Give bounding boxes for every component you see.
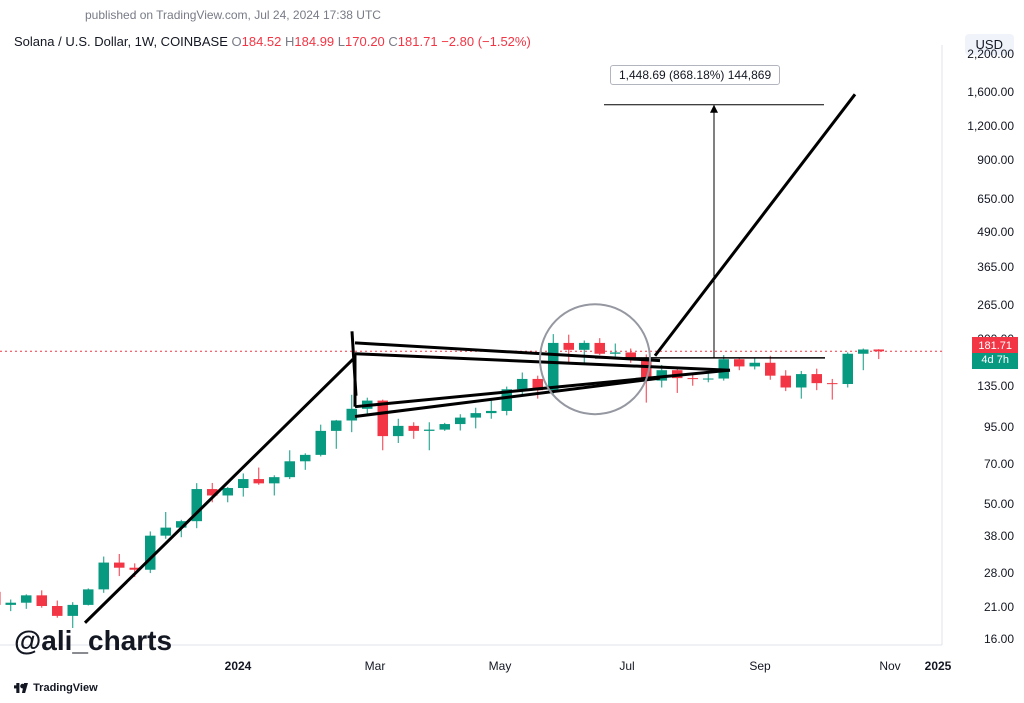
tradingview-icon: [14, 683, 28, 694]
x-tick-label: Mar: [355, 659, 395, 673]
y-tick-label: 1,200.00: [967, 119, 1014, 133]
price-badge-price: 181.71: [978, 339, 1012, 353]
brand-text: TradingView: [33, 682, 98, 694]
y-tick-label: 265.00: [977, 298, 1014, 312]
x-tick-label: Sep: [740, 659, 780, 673]
y-tick-label: 900.00: [977, 153, 1014, 167]
y-tick-label: 70.00: [984, 457, 1014, 471]
y-tick-label: 21.00: [984, 600, 1014, 614]
x-tick-label: 2025: [918, 659, 958, 673]
y-tick-label: 135.00: [977, 379, 1014, 393]
y-tick-label: 28.00: [984, 566, 1014, 580]
y-tick-label: 16.00: [984, 632, 1014, 646]
current-price-badge: 181.71 4d 7h: [972, 337, 1018, 369]
y-tick-label: 650.00: [977, 192, 1014, 206]
y-tick-label: 1,600.00: [967, 85, 1014, 99]
x-tick-label: Nov: [870, 659, 910, 673]
x-tick-label: May: [480, 659, 520, 673]
price-target-box[interactable]: 1,448.69 (868.18%) 144,869: [610, 65, 780, 85]
price-chart[interactable]: [0, 0, 1024, 703]
x-tick-label: 2024: [218, 659, 258, 673]
y-tick-label: 50.00: [984, 497, 1014, 511]
price-badge-countdown: 4d 7h: [972, 353, 1018, 369]
y-tick-label: 490.00: [977, 225, 1014, 239]
y-tick-label: 38.00: [984, 529, 1014, 543]
tradingview-brand: TradingView: [14, 682, 98, 694]
author-watermark: @ali_charts: [14, 625, 172, 657]
x-tick-label: Jul: [607, 659, 647, 673]
y-tick-label: 365.00: [977, 260, 1014, 274]
y-tick-label: 95.00: [984, 420, 1014, 434]
y-tick-label: 2,200.00: [967, 47, 1014, 61]
